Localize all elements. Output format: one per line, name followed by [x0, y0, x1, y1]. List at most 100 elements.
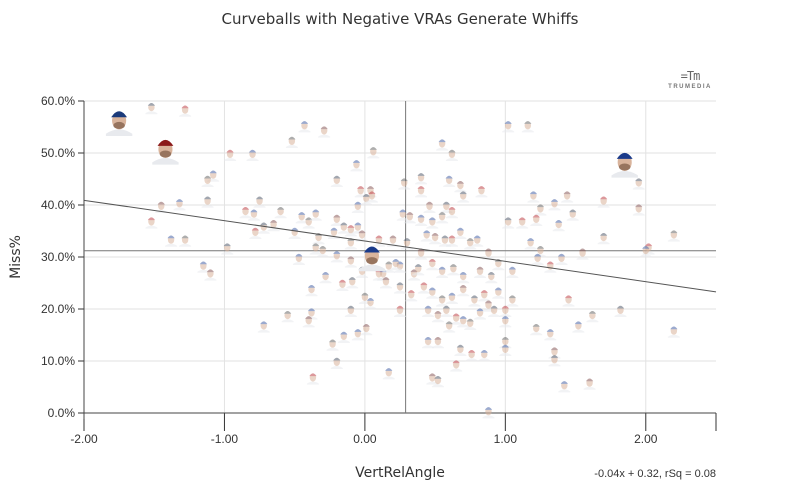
cap-icon — [480, 290, 488, 293]
cap-icon — [557, 253, 566, 257]
shirt-icon — [611, 171, 638, 178]
cap-icon — [480, 349, 488, 353]
player-headshot — [316, 245, 329, 258]
player-headshot — [337, 222, 350, 234]
cap-icon — [445, 321, 453, 325]
cap-icon — [550, 199, 559, 202]
y-tick-label: 20.0% — [41, 302, 75, 316]
shirt-icon — [309, 251, 322, 255]
player-headshot — [422, 305, 435, 317]
shirt-icon — [443, 184, 456, 187]
axes: 0.0% 10.0% 20.0% 30.0% 40.0% 50.0% 60.0% -2.00 -… — [41, 94, 717, 446]
cap-icon — [147, 217, 156, 221]
cap-icon — [300, 121, 309, 124]
beard-icon — [113, 121, 125, 129]
player-headshot — [436, 266, 449, 278]
shirt-icon — [482, 415, 495, 419]
cap-icon — [309, 373, 317, 377]
shirt-icon — [471, 243, 484, 247]
shirt-icon — [499, 324, 512, 328]
shirt-icon — [492, 295, 505, 299]
trendline-path — [83, 199, 717, 293]
player-headshot — [440, 305, 453, 317]
player-headshot — [614, 305, 627, 317]
shirt-icon — [318, 134, 331, 138]
player-headshot — [527, 191, 540, 203]
cap-icon — [534, 253, 542, 257]
cap-icon — [385, 368, 393, 371]
player-headshot — [415, 214, 428, 226]
y-tick-label: 0.0% — [48, 406, 76, 420]
player-headshot — [562, 295, 575, 307]
player-headshot — [326, 339, 339, 351]
shirt-icon — [450, 321, 463, 325]
player-headshot — [415, 173, 428, 185]
player-headshot — [454, 344, 467, 356]
shirt-icon — [360, 332, 373, 336]
shirt-icon — [249, 236, 262, 239]
cap-icon — [366, 297, 375, 301]
cap-icon — [504, 121, 512, 124]
shirt-icon — [506, 303, 519, 307]
player-headshot — [475, 186, 488, 198]
shirt-icon — [502, 225, 515, 229]
cap-icon — [508, 295, 516, 299]
player-headshot — [555, 253, 568, 265]
cap-icon — [456, 227, 464, 231]
cap-icon — [459, 316, 467, 319]
shirt-icon — [350, 168, 363, 172]
player-headshot — [398, 178, 411, 190]
shirt-icon — [576, 256, 589, 260]
cap-icon — [295, 253, 303, 257]
shirt-icon — [197, 269, 210, 273]
shirt-icon — [398, 186, 411, 190]
shirt-icon — [443, 329, 456, 333]
cap-icon — [560, 381, 568, 384]
shirt-icon — [281, 319, 294, 323]
player-headshot — [632, 204, 645, 216]
y-tick-label: 60.0% — [41, 94, 75, 108]
cap-icon — [312, 243, 320, 247]
player-headshot — [468, 295, 481, 307]
cap-icon — [389, 235, 397, 239]
player-headshot — [422, 336, 435, 349]
shirt-icon — [521, 129, 534, 133]
player-headshot — [524, 238, 537, 250]
cap-icon — [424, 305, 432, 309]
cap-icon — [527, 238, 535, 241]
player-headshot — [309, 243, 322, 255]
player-headshot — [267, 219, 280, 232]
shirt-icon — [516, 225, 529, 229]
player-headshot — [295, 212, 308, 224]
shirt-icon — [364, 306, 377, 310]
cap-icon — [546, 261, 554, 265]
player-headshot — [632, 178, 645, 190]
cap-icon — [392, 258, 400, 262]
cap-icon — [321, 271, 330, 275]
shirt-icon — [412, 272, 425, 276]
cap-icon — [425, 201, 434, 205]
cap-icon — [241, 206, 250, 210]
shirt-icon — [464, 246, 477, 250]
shirt-icon — [330, 259, 343, 263]
cap-icon — [428, 287, 436, 291]
cap-icon — [305, 316, 313, 319]
cap-icon — [456, 180, 464, 184]
player-headshot — [426, 287, 439, 299]
shirt-icon — [415, 256, 428, 260]
player-headshot — [309, 209, 322, 221]
cap-icon — [484, 300, 493, 304]
x-tick-label: -1.00 — [211, 432, 239, 446]
cap-icon — [428, 258, 436, 262]
shirt-icon — [179, 243, 192, 247]
player-headshot — [417, 282, 430, 294]
cap-icon — [550, 347, 559, 351]
player-headshot — [394, 305, 406, 317]
cap-icon — [206, 269, 214, 273]
shirt-icon — [405, 298, 418, 302]
cap-icon — [501, 344, 509, 348]
cap-icon — [508, 266, 516, 270]
player-headshot — [454, 180, 467, 193]
shirt-icon — [572, 329, 585, 333]
x-tick-label: 0.00 — [353, 432, 377, 446]
